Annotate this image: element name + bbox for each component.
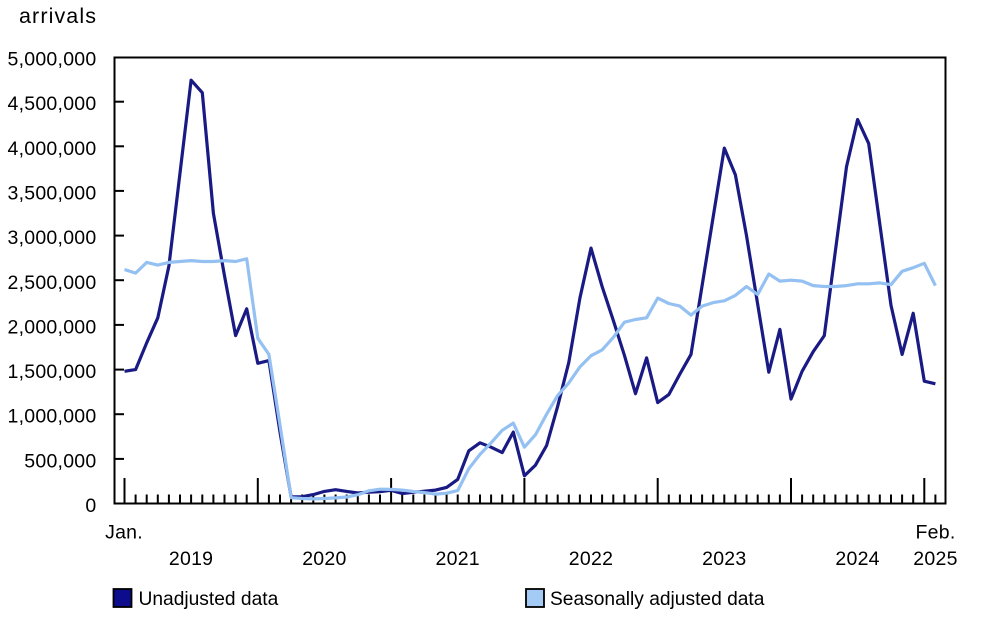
svg-text:1,500,000: 1,500,000 (7, 361, 96, 383)
svg-text:2,500,000: 2,500,000 (7, 272, 96, 294)
svg-text:5,000,000: 5,000,000 (7, 49, 96, 71)
svg-text:arrivals: arrivals (19, 4, 97, 28)
svg-text:4,000,000: 4,000,000 (7, 138, 96, 160)
svg-text:3,000,000: 3,000,000 (7, 227, 96, 249)
svg-text:Unadjusted data: Unadjusted data (139, 589, 279, 610)
svg-text:2019: 2019 (169, 548, 213, 570)
svg-text:2022: 2022 (569, 548, 613, 570)
svg-text:2020: 2020 (302, 548, 346, 570)
svg-text:2023: 2023 (702, 548, 746, 570)
svg-text:2,000,000: 2,000,000 (7, 316, 96, 338)
svg-text:2025: 2025 (913, 548, 957, 570)
svg-text:500,000: 500,000 (24, 450, 96, 472)
svg-text:Feb.: Feb. (915, 522, 955, 544)
svg-text:4,500,000: 4,500,000 (7, 93, 96, 115)
svg-text:Seasonally adjusted data: Seasonally adjusted data (550, 589, 765, 610)
svg-text:0: 0 (85, 495, 96, 517)
svg-text:1,000,000: 1,000,000 (7, 406, 96, 428)
svg-text:2024: 2024 (835, 548, 879, 570)
svg-text:Jan.: Jan. (105, 522, 143, 544)
svg-text:3,500,000: 3,500,000 (7, 182, 96, 204)
svg-text:2021: 2021 (436, 548, 480, 570)
